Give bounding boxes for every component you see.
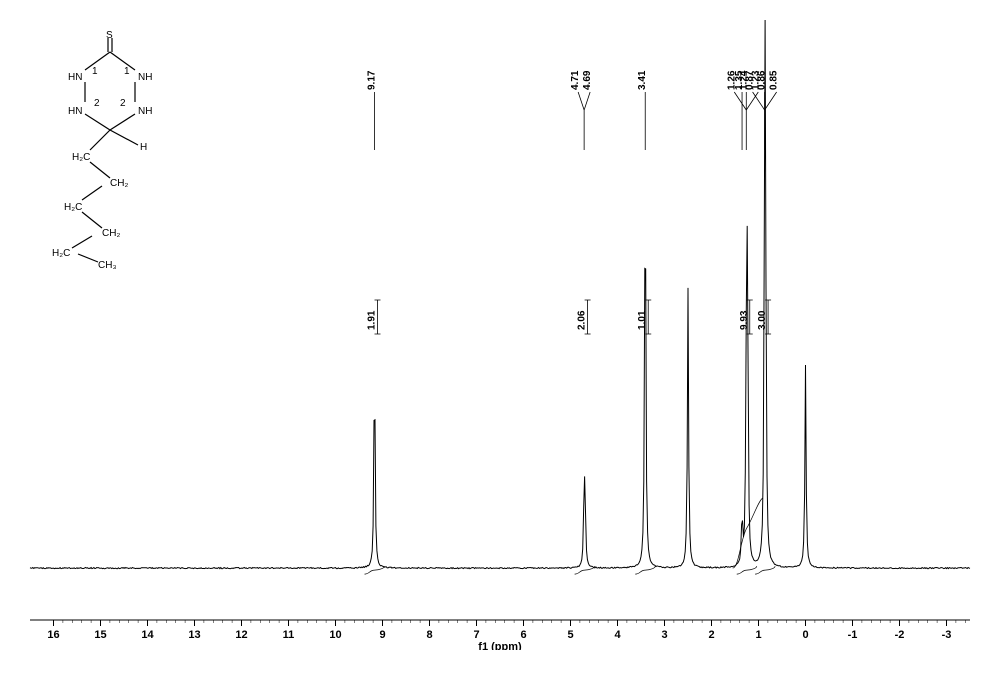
x-tick-label: -1 [848, 629, 858, 641]
x-tick-label: 5 [567, 629, 573, 641]
ring-label-1a: 1 [92, 66, 98, 77]
atom-ch2-1: H₂C [72, 152, 90, 163]
peak-ppm-label: 4.69 [582, 70, 593, 90]
atom-ch2-3: H₂C [64, 202, 82, 213]
x-tick-label: 4 [614, 629, 621, 641]
atom-nh1: NH [138, 72, 152, 83]
peak-ppm-label: 3.41 [637, 70, 648, 90]
x-tick-label: 1 [755, 629, 761, 641]
x-tick-label: 14 [141, 629, 154, 641]
ring-label-2a: 2 [94, 98, 100, 109]
x-tick-label: 2 [708, 629, 714, 641]
integral-label: 1.01 [637, 310, 648, 330]
integral-label: 2.06 [577, 310, 588, 330]
ring-label-2b: 2 [120, 98, 126, 109]
x-tick-label: -3 [942, 629, 952, 641]
x-tick-label: 7 [473, 629, 479, 641]
molecular-structure: S HN NH HN NH 1 1 2 2 H H₂C CH₂ H₂C CH₂ … [30, 30, 190, 270]
peak-ppm-label: 9.17 [367, 70, 378, 90]
nmr-spectrum-container: 161514131211109876543210-1-2-3f1 (ppm)9.… [0, 0, 1000, 694]
integral-label: 9.93 [739, 310, 750, 330]
x-tick-label: 10 [329, 629, 341, 641]
x-tick-label: 6 [520, 629, 526, 641]
peak-ppm-label: 1.26 [726, 70, 737, 90]
atom-hn1: HN [68, 72, 82, 83]
x-tick-label: 3 [661, 629, 667, 641]
atom-nh2: NH [138, 106, 152, 117]
integral-label: 1.91 [367, 310, 378, 330]
x-tick-label: 16 [47, 629, 59, 641]
atom-ch3: CH₃ [98, 260, 117, 270]
x-tick-label: 0 [802, 629, 808, 641]
peak-ppm-label: 0.86 [757, 70, 768, 90]
atom-ch2-5: H₂C [52, 248, 70, 259]
atom-ch2-2: CH₂ [110, 178, 128, 189]
atom-ch2-4: CH₂ [102, 228, 120, 239]
x-tick-label: 13 [188, 629, 200, 641]
peak-ppm-label: 0.87 [745, 70, 756, 90]
ring-label-1b: 1 [124, 66, 130, 77]
atom-hn2: HN [68, 106, 82, 117]
x-tick-label: 12 [235, 629, 247, 641]
integral-label: 3.00 [757, 310, 768, 330]
atom-s: S [106, 30, 113, 41]
x-tick-label: 8 [426, 629, 432, 641]
x-tick-label: 15 [94, 629, 106, 641]
peak-ppm-label: 4.71 [570, 70, 581, 90]
x-tick-label: -2 [895, 629, 905, 641]
x-tick-label: 11 [283, 629, 295, 641]
x-axis-label: f1 (ppm) [478, 641, 522, 650]
peak-ppm-label: 0.85 [769, 70, 780, 90]
x-tick-label: 9 [379, 629, 385, 641]
atom-h: H [140, 142, 147, 153]
